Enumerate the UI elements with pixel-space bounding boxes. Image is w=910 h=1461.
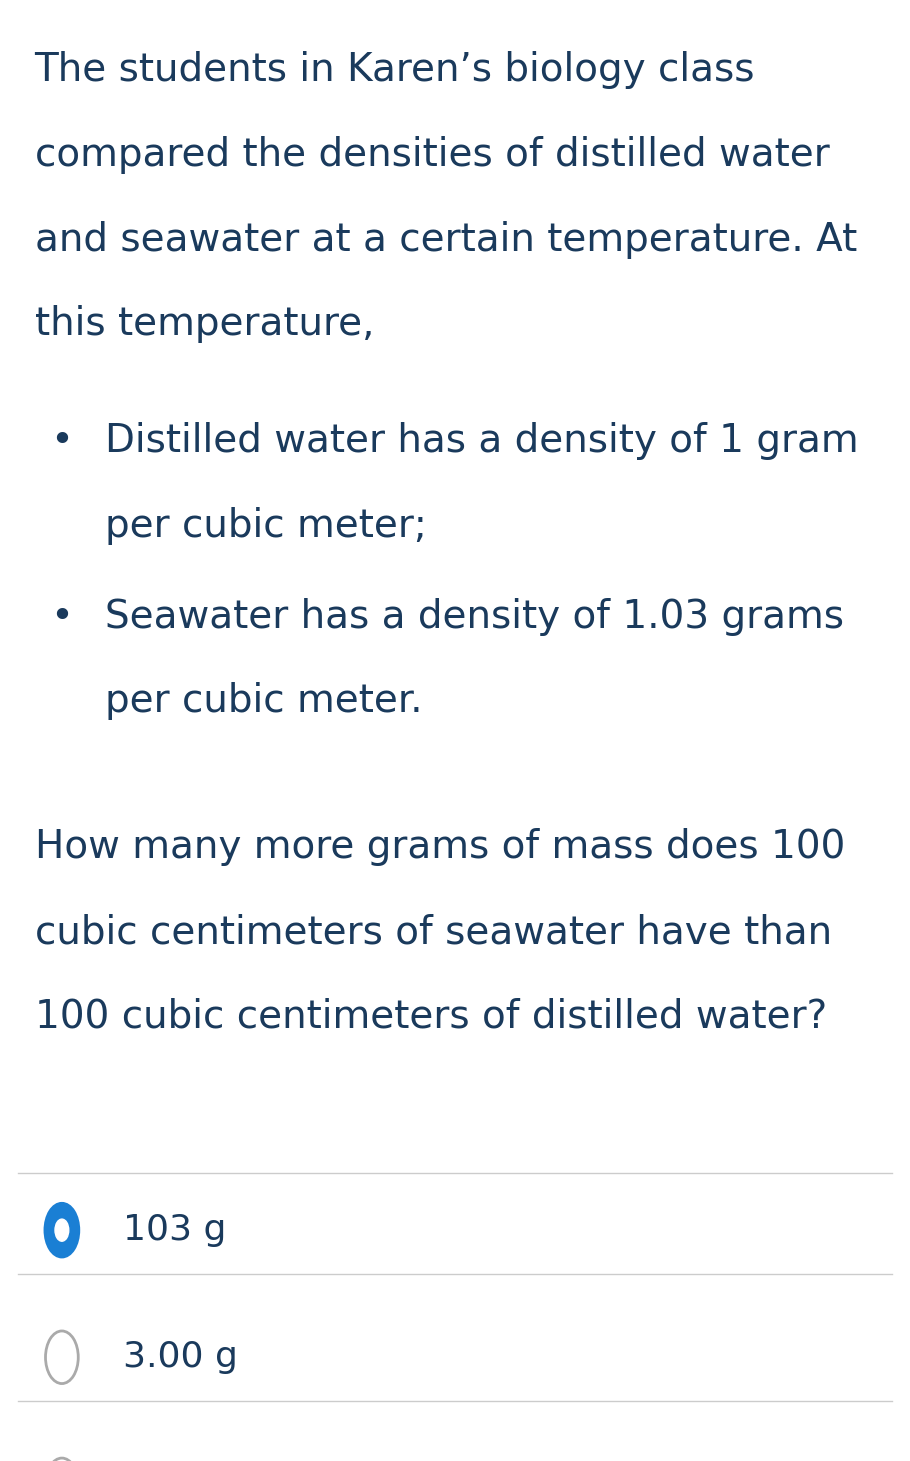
Text: The students in Karen’s biology class: The students in Karen’s biology class: [35, 51, 755, 89]
Text: this temperature,: this temperature,: [35, 305, 374, 343]
Text: and seawater at a certain temperature. At: and seawater at a certain temperature. A…: [35, 221, 857, 259]
Text: cubic centimeters of seawater have than: cubic centimeters of seawater have than: [35, 913, 832, 951]
Text: •: •: [50, 422, 73, 460]
Text: How many more grams of mass does 100: How many more grams of mass does 100: [35, 828, 845, 866]
Text: Seawater has a density of 1.03 grams: Seawater has a density of 1.03 grams: [105, 598, 844, 636]
Text: per cubic meter;: per cubic meter;: [105, 507, 427, 545]
Text: •: •: [50, 598, 73, 636]
Text: 103 g: 103 g: [123, 1213, 227, 1248]
Text: 3.00 g: 3.00 g: [123, 1340, 238, 1375]
Text: compared the densities of distilled water: compared the densities of distilled wate…: [35, 136, 829, 174]
Text: per cubic meter.: per cubic meter.: [105, 682, 422, 720]
Text: 100 cubic centimeters of distilled water?: 100 cubic centimeters of distilled water…: [35, 998, 827, 1036]
Text: Distilled water has a density of 1 gram: Distilled water has a density of 1 gram: [105, 422, 858, 460]
